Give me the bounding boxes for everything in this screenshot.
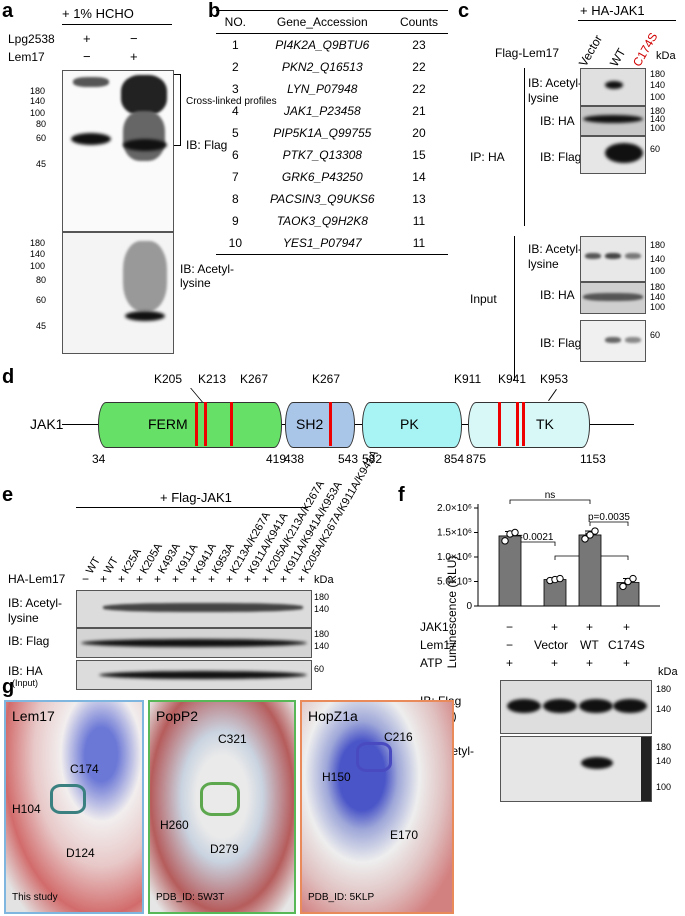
table-row: 8 PACSIN3_Q9UKS6 13 — [232, 192, 426, 206]
y-tick-label: 2.0×10⁶ — [437, 503, 472, 514]
blot-c-ip-acetyl — [580, 68, 646, 106]
domain-pk — [362, 402, 462, 448]
ib-flag-a: IB: Flag — [186, 138, 228, 152]
stat-label: p=0.0021 — [512, 532, 554, 543]
bar — [543, 579, 567, 607]
row-label-flag-lem17: Flag-Lem17 — [495, 46, 560, 60]
blot-e-flag — [76, 628, 312, 658]
header-no: NO. — [216, 10, 255, 34]
treatment-line — [62, 24, 172, 25]
y-tick-label: 5.0×10⁵ — [437, 577, 472, 588]
site-marker — [230, 402, 233, 446]
blot-e-acetyl — [76, 590, 312, 628]
blot-c-ip-ha — [580, 106, 646, 136]
ib-acetyl-a: IB: Acetyl-lysine — [180, 262, 235, 290]
sign: + — [130, 49, 138, 64]
table-row: 10 YES1_P07947 11 — [216, 232, 448, 255]
stat-label: ns — [545, 490, 556, 501]
data-point — [511, 528, 519, 537]
sign: − — [130, 31, 138, 46]
blot-c-in-ha — [580, 282, 646, 314]
site-marker — [516, 402, 519, 446]
data-point — [629, 574, 637, 583]
residue-sticks — [356, 742, 392, 772]
y-tick-label: 0 — [466, 601, 472, 612]
input-label: Input — [470, 292, 497, 306]
f-row-label-atp: ATP — [420, 656, 443, 670]
blot-flag-a — [62, 70, 174, 232]
y-tick-label: 1.5×10⁶ — [437, 528, 472, 539]
treatment-a: + 1% HCHO — [62, 6, 134, 21]
blot-f-flag — [500, 680, 652, 734]
blot-c-ip-flag — [580, 136, 646, 174]
treatment-c: + HA-JAK1 — [580, 3, 645, 18]
table-row: 4 JAK1_P23458 21 — [232, 104, 426, 118]
blot-c-in-acetyl — [580, 236, 646, 282]
table-row: 3 LYN_P07948 22 — [232, 82, 426, 96]
data-point — [501, 537, 509, 545]
data-point — [619, 582, 627, 591]
bracket — [174, 74, 181, 146]
f-chart: 0 5.0×10⁵ 1.0×10⁶ 1.5×10⁶ 2.0×10⁶ ns p=0.0035… — [437, 490, 660, 612]
site-marker — [195, 402, 198, 446]
stat-label: p=0.0035 — [588, 512, 630, 523]
table-row: 1 PI4K2A_Q9BTU6 23 — [232, 38, 426, 52]
ip-label: IP: HA — [470, 150, 505, 164]
site-marker — [204, 402, 207, 446]
sign: + — [83, 31, 91, 46]
structure-hopz1a: HopZ1a C216 H150 E170 PDB_ID: 5KLP — [300, 700, 454, 914]
panel-label-f: f — [398, 484, 405, 506]
panel-label-d: d — [2, 366, 15, 388]
panel-label-c: c — [458, 0, 470, 22]
stat-bracket — [589, 521, 629, 526]
site-marker — [498, 402, 501, 446]
stat-bracket — [509, 499, 591, 504]
data-point — [586, 531, 594, 539]
header-gene: Gene_Accession — [254, 10, 390, 34]
residue-sticks — [50, 784, 86, 814]
bracket-label: Cross-linked profiles — [186, 96, 277, 107]
panel-label-g: g — [2, 676, 15, 698]
panel-label-a: a — [2, 0, 14, 22]
f-row-label-jak1: JAK1 — [420, 620, 449, 634]
treatment-e: + Flag-JAK1 — [160, 490, 232, 505]
bar — [498, 535, 522, 607]
y-tick-label: 1.0×10⁶ — [437, 552, 472, 563]
blot-acetyl-a — [62, 232, 174, 354]
row-label-lpg2538: Lpg2538 — [8, 32, 55, 46]
row-label-lem17: Lem17 — [8, 50, 45, 64]
bar — [578, 534, 602, 607]
blot-c-in-flag — [580, 320, 646, 362]
domain-sh2 — [285, 402, 355, 448]
table-row: 9 TAOK3_Q9H2K8 11 — [232, 214, 426, 228]
blot-e-ha — [76, 660, 312, 690]
table-row: 6 PTK7_Q13308 15 — [232, 148, 426, 162]
domain-ferm — [98, 402, 282, 448]
domain-tk — [468, 402, 590, 448]
gene-table: NO. Gene_Accession Counts 1 PI4K2A_Q9BTU6… — [216, 10, 448, 255]
sign: − — [83, 49, 91, 64]
table-row: 7 GRK6_P43250 14 — [232, 170, 426, 184]
panel-label-e: e — [2, 484, 14, 506]
data-point — [556, 574, 564, 583]
blot-f-acetyl — [500, 736, 652, 802]
structure-lem17: Lem17 C174 H104 D124 This study — [4, 700, 144, 914]
data-point — [581, 535, 589, 543]
row-label-ha-lem17: HA-Lem17 — [8, 572, 66, 586]
structure-popp2: PopP2 C321 H260 D279 PDB_ID: 5W3T — [148, 700, 296, 914]
table-row: 5 PIP5K1A_Q99755 20 — [232, 126, 426, 140]
protein-name: JAK1 — [30, 416, 64, 432]
table-row: 2 PKN2_Q16513 22 — [232, 60, 426, 74]
f-row-label-lem17: Lem17 — [420, 638, 457, 652]
data-point — [591, 527, 599, 535]
header-counts: Counts — [389, 10, 448, 34]
residue-sticks — [200, 782, 240, 816]
site-marker — [522, 402, 525, 446]
site-marker — [329, 402, 332, 446]
